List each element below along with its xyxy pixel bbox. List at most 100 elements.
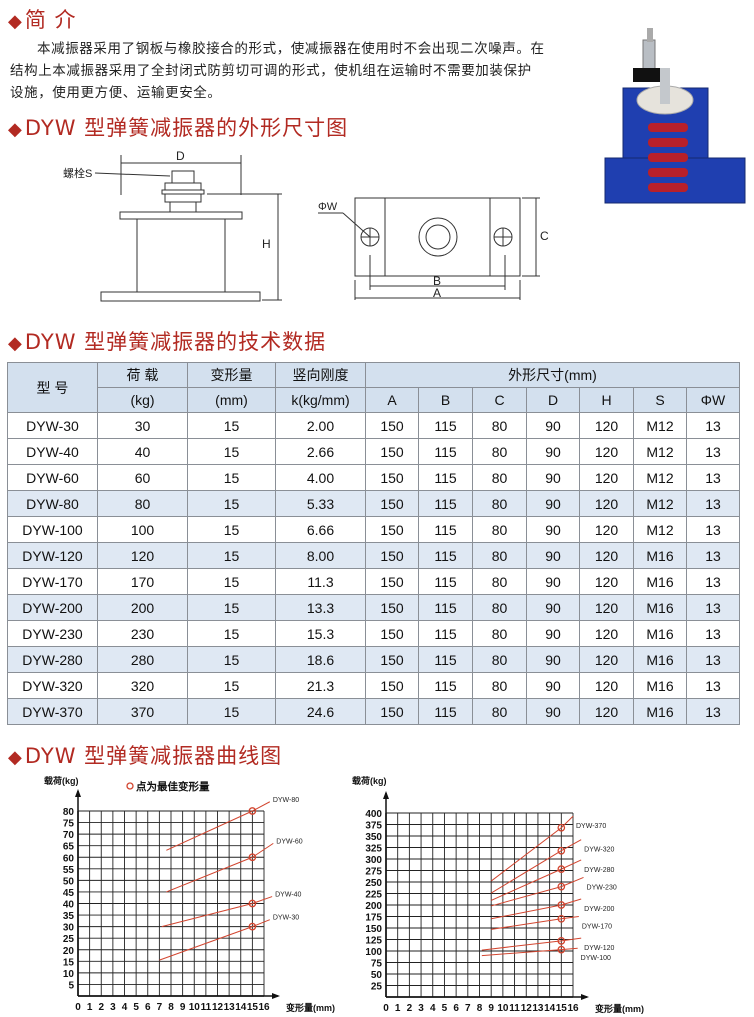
table-row: DYW-320 320 15 21.3 150 115 80 90 120 M16 13 [7, 672, 740, 699]
y-tick-label: 25 [63, 934, 75, 945]
header-stiffness: 竖向刚度 [275, 362, 366, 388]
table-cell: M12 [633, 464, 687, 491]
table-cell: 18.6 [275, 646, 366, 673]
series-line-dyw-60 [166, 842, 274, 893]
series-label: DYW-370 [576, 823, 606, 830]
table-cell: 90 [526, 464, 580, 491]
table-cell: 21.3 [275, 672, 366, 699]
series-label: DYW-170 [582, 924, 612, 931]
x-tick-label: 15 [247, 1002, 259, 1013]
x-tick-label: 12 [212, 1002, 224, 1013]
table-row: DYW-100 100 15 6.66 150 115 80 90 120 M12 13 [7, 516, 740, 543]
table-cell: M12 [633, 412, 687, 439]
table-cell: M16 [633, 568, 687, 595]
table-cell: 115 [418, 464, 473, 491]
x-tick-label: 6 [453, 1003, 459, 1014]
table-cell: 150 [365, 594, 419, 621]
table-cell: 80 [472, 620, 527, 647]
header-load-unit: (kg) [97, 387, 188, 413]
x-axis-title: 变形量(mm) [595, 1003, 644, 1014]
series-line-dyw-320 [490, 839, 582, 894]
header-col-c: C [472, 387, 527, 413]
table-cell: 90 [526, 412, 580, 439]
y-tick-label: 225 [365, 890, 382, 901]
table-cell: 150 [365, 568, 419, 595]
header-col-s: S [633, 387, 687, 413]
table-cell: M16 [633, 672, 687, 699]
table-cell: 150 [365, 542, 419, 569]
x-tick-label: 4 [430, 1003, 436, 1014]
header-col-h: H [579, 387, 634, 413]
table-cell: 80 [97, 490, 188, 517]
table-cell: 150 [365, 516, 419, 543]
best-point-marker [557, 823, 566, 832]
y-tick-label: 40 [63, 900, 75, 911]
x-tick-label: 12 [521, 1003, 533, 1014]
spec-heading: ◆DYW 型弹簧减振器的技术数据 [8, 330, 327, 354]
table-cell: 15 [187, 672, 276, 699]
table-row: DYW-230 230 15 15.3 150 115 80 90 120 M16 13 [7, 620, 740, 647]
x-tick-label: 14 [544, 1003, 556, 1014]
y-tick-label: 50 [371, 970, 383, 981]
table-cell: 120 [579, 412, 634, 439]
table-cell: 150 [365, 698, 419, 725]
x-tick-label: 10 [189, 1002, 201, 1013]
series-label: DYW-320 [584, 847, 614, 854]
table-cell: 5.33 [275, 490, 366, 517]
table-cell: DYW-30 [7, 412, 98, 439]
table-cell: 120 [579, 464, 634, 491]
series-label: DYW-100 [581, 955, 611, 962]
y-tick-label: 35 [63, 911, 75, 922]
x-tick-label: 5 [133, 1002, 139, 1013]
table-cell: 80 [472, 646, 527, 673]
table-cell: 120 [579, 438, 634, 465]
series-line-dyw-120 [481, 937, 582, 951]
y-tick-label: 25 [371, 982, 383, 993]
table-cell: 120 [579, 646, 634, 673]
x-tick-label: 2 [98, 1002, 104, 1013]
y-tick-label: 5 [68, 980, 74, 991]
y-tick-label: 300 [365, 855, 382, 866]
best-point-marker [557, 914, 566, 923]
table-cell: 115 [418, 646, 473, 673]
x-tick-label: 6 [145, 1002, 151, 1013]
y-tick-label: 75 [371, 959, 383, 970]
y-axis-arrow [75, 789, 81, 797]
table-cell: 115 [418, 594, 473, 621]
table-cell: 15 [187, 568, 276, 595]
y-tick-label: 400 [365, 809, 382, 820]
series-line-dyw-80 [166, 801, 271, 851]
y-tick-label: 125 [365, 936, 382, 947]
table-cell: 90 [526, 698, 580, 725]
table-row: DYW-40 40 15 2.66 150 115 80 90 120 M12 13 [7, 438, 740, 465]
table-cell: 13 [686, 438, 740, 465]
y-tick-label: 45 [63, 888, 75, 899]
y-tick-label: 30 [63, 923, 75, 934]
load-deflection-chart-large: 0 1 2 3 4 5 6 7 8 9 10 11 12 13 14 15 162550751001251501… [352, 775, 644, 1014]
table-cell: 115 [418, 438, 473, 465]
header-stiffness-unit: k(kg/mm) [275, 387, 366, 413]
x-tick-label: 11 [201, 1002, 212, 1013]
header-dimensions: 外形尺寸(mm) [365, 362, 740, 388]
table-cell: 115 [418, 412, 473, 439]
table-cell: 80 [472, 542, 527, 569]
table-cell: 13 [686, 490, 740, 517]
table-cell: 24.6 [275, 698, 366, 725]
product-photo [604, 28, 746, 204]
table-cell: 13 [686, 646, 740, 673]
table-row: DYW-170 170 15 11.3 150 115 80 90 120 M16 13 [7, 568, 740, 595]
table-cell: 230 [97, 620, 188, 647]
table-cell: 115 [418, 672, 473, 699]
table-cell: 120 [579, 516, 634, 543]
table-cell: 90 [526, 672, 580, 699]
table-cell: 15 [187, 464, 276, 491]
table-cell: 115 [418, 490, 473, 517]
best-point-marker [557, 865, 566, 873]
y-tick-label: 65 [63, 842, 75, 853]
table-cell: 200 [97, 594, 188, 621]
table-row: DYW-370 370 15 24.6 150 115 80 90 120 M16 13 [7, 698, 740, 725]
x-tick-label: 16 [258, 1002, 270, 1013]
y-tick-label: 100 [365, 947, 382, 958]
table-cell: 100 [97, 516, 188, 543]
table-cell: 120 [579, 620, 634, 647]
